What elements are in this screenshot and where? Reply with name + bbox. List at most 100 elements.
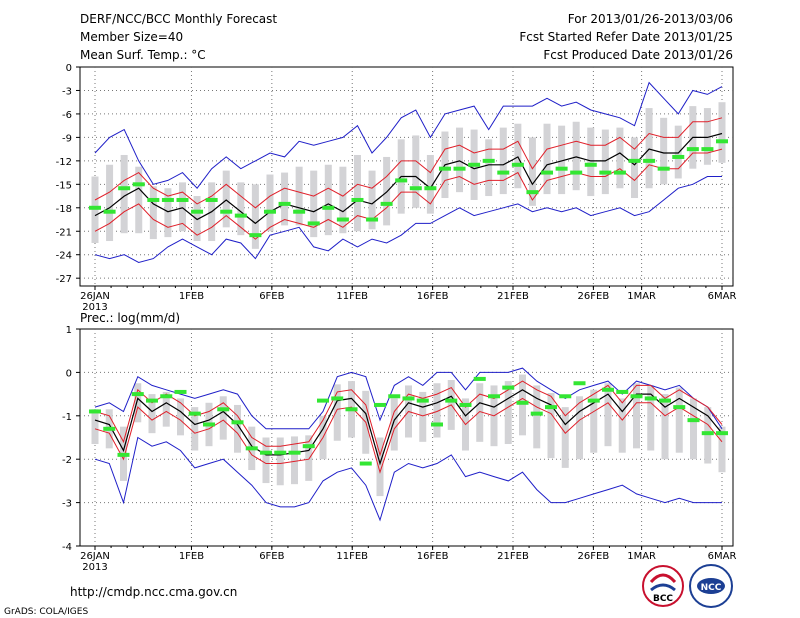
temp-frame (79, 66, 734, 287)
temp-observed-mark (132, 182, 145, 187)
temp-spread-box (456, 127, 464, 193)
temp-observed-mark (613, 170, 626, 175)
temp-observed-mark (686, 147, 699, 152)
temp-observed-mark (570, 170, 583, 175)
temp-spread-box (601, 129, 609, 195)
prec-spread-box (590, 389, 598, 453)
prec-spread-box (276, 437, 284, 486)
temp-observed-mark (234, 213, 247, 218)
prec-observed-mark (131, 392, 144, 397)
temp-xtick-label: 26JAN (80, 291, 110, 302)
prec-observed-mark (203, 422, 215, 427)
temp-observed-mark (89, 205, 101, 210)
temp-spread-box (222, 170, 230, 228)
temp-observed-mark (716, 139, 728, 144)
prec-observed-mark (302, 444, 315, 449)
prec-xtick-label: 26JAN (80, 551, 110, 562)
temp-spread-box (412, 135, 420, 208)
temp-xtick-label: 1MAR (627, 291, 656, 302)
temp-observed-mark (205, 197, 218, 202)
prec-observed-mark (673, 405, 686, 410)
prec-spread-box (433, 383, 441, 438)
temp-spread-box (251, 184, 259, 249)
prec-spread-box (91, 409, 99, 445)
temp-xtick-label: 16FEB (417, 291, 449, 302)
prec-spread-box (476, 383, 484, 442)
temp-lower-std-line (94, 148, 723, 240)
prec-observed-mark (416, 398, 429, 403)
prec-frame (79, 328, 734, 547)
temp-observed-mark (628, 158, 641, 163)
header-member-size: Member Size=40 (80, 30, 183, 44)
temp-observed-mark (176, 197, 189, 202)
temp-observed-mark (657, 166, 670, 171)
temp-observed-mark (541, 170, 554, 175)
temp-observed-mark (351, 197, 364, 202)
prec-spread-box (576, 396, 583, 460)
prec-spread-box (533, 385, 541, 449)
temp-spread-box (514, 123, 522, 189)
temp-spread-box (703, 108, 711, 165)
prec-observed-mark (89, 409, 101, 414)
prec-spread-box (561, 407, 569, 468)
prec-observed-mark (317, 398, 329, 403)
prec-spread-box (661, 394, 669, 460)
temp-spread-box (368, 170, 376, 230)
header-produced-date: Fcst Produced Date 2013/01/26 (543, 48, 733, 62)
prec-spread-box (504, 381, 512, 445)
temp-observed-mark (409, 186, 422, 191)
prec-observed-mark (545, 405, 557, 410)
prec-observed-mark (188, 411, 201, 416)
prec-spread-box (675, 387, 683, 453)
temp-spread-box (178, 182, 186, 232)
temp-mean-line (94, 132, 723, 225)
temp-observed-mark (701, 147, 714, 152)
footer-url[interactable]: http://cmdp.ncc.cma.gov.cn (70, 585, 237, 599)
temp-observed-mark (191, 209, 204, 214)
grads-credit: GrADS: COLA/IGES (4, 607, 88, 617)
prec-xtick-label: 6MAR (708, 551, 737, 562)
temp-max-line (94, 81, 723, 189)
prec-spread-box (718, 426, 726, 473)
temp-spread-box (193, 196, 201, 242)
prec-ytick-label: 1 (66, 325, 72, 336)
header-title: DERF/NCC/BCC Monthly Forecast (80, 12, 277, 26)
temp-spread-box (499, 127, 507, 195)
temp-ytick-label: -15 (56, 180, 72, 191)
precip-panel-title: Prec.: log(mm/d) (80, 311, 180, 325)
temp-spread-box (339, 166, 347, 234)
prec-observed-mark (431, 422, 443, 427)
temp-ytick-label: -24 (56, 251, 72, 262)
prec-observed-mark (716, 431, 728, 436)
temp-observed-mark (322, 205, 335, 210)
prec-xtick-label: 26FEB (578, 551, 610, 562)
prec-observed-mark (217, 407, 230, 412)
temp-spread-box (149, 186, 157, 240)
temp-xtick-label: 11FEB (336, 291, 368, 302)
temp-spread-box (237, 182, 245, 236)
temp-xtick-label: 6MAR (708, 291, 737, 302)
prec-spread-box (690, 398, 697, 460)
prec-spread-box (419, 391, 427, 442)
temp-observed-mark (278, 201, 291, 206)
header-start-date: Fcst Started Refer Date 2013/01/25 (519, 30, 733, 44)
temp-observed-mark (643, 158, 656, 163)
temp-spread-box (543, 123, 551, 195)
prec-spread-box (177, 398, 184, 436)
prec-observed-mark (502, 385, 515, 390)
temp-spread-box (310, 170, 318, 238)
temp-spread-box (295, 166, 303, 226)
temp-spread-box (616, 127, 624, 189)
temp-spread-box (631, 137, 639, 199)
prec-observed-mark (687, 418, 700, 423)
prec-spread-box (647, 385, 655, 451)
temp-observed-mark (438, 166, 451, 171)
header-period: For 2013/01/26-2013/03/06 (568, 12, 733, 26)
temp-observed-mark (672, 154, 685, 159)
temp-observed-mark (453, 166, 466, 171)
prec-observed-mark (345, 407, 358, 412)
temp-observed-mark (584, 162, 597, 167)
prec-ytick-label: -4 (62, 542, 72, 553)
prec-observed-mark (488, 394, 500, 399)
